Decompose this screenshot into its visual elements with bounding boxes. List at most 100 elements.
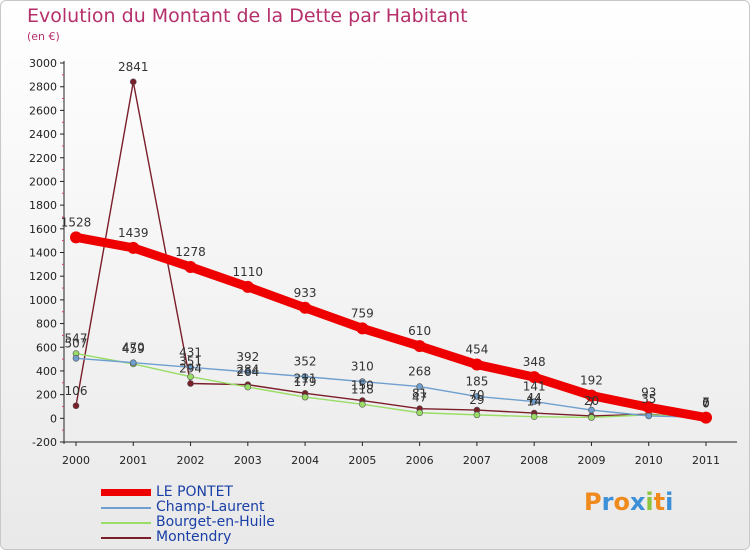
data-label: 7 [702, 395, 710, 409]
data-label: 93 [641, 385, 656, 399]
data-point [184, 260, 197, 273]
y-tick-label: 1600 [29, 223, 57, 236]
chart-title: Evolution du Montant de la Dette par Hab… [27, 5, 468, 27]
x-tick-label: 2008 [520, 454, 548, 467]
data-label: 14 [527, 395, 542, 409]
y-tick-label: 2200 [29, 152, 57, 165]
data-point [470, 358, 483, 371]
data-label: 211 [294, 371, 317, 385]
data-label: 20 [584, 394, 599, 408]
data-label: 6 [702, 396, 710, 410]
data-label: 547 [65, 332, 88, 346]
data-point [187, 363, 194, 371]
data-label: 1528 [61, 215, 92, 229]
data-label: 29 [469, 393, 484, 407]
y-tick-label: 1800 [29, 199, 57, 212]
data-label: 284 [236, 363, 259, 377]
y-tick-label: 1000 [29, 294, 57, 307]
data-label: 7 [588, 395, 596, 409]
y-tick-label: 800 [36, 318, 57, 331]
data-label: 1439 [118, 226, 149, 240]
series-line-2 [75, 352, 707, 419]
y-tick-label: 2600 [29, 104, 57, 117]
legend-swatch [101, 507, 151, 509]
chart-unit: (en €) [27, 30, 60, 43]
data-point [187, 380, 194, 387]
data-point [127, 241, 140, 254]
data-label: 118 [351, 382, 374, 396]
data-point [588, 414, 595, 421]
data-point [70, 231, 82, 244]
y-tick-label: 3000 [29, 57, 57, 70]
data-label: 150 [351, 379, 374, 393]
data-point [528, 371, 541, 384]
data-point [244, 368, 252, 376]
legend-item: Champ-Laurent [101, 499, 341, 515]
chart-legend: LE PONTET Champ-Laurent Bourget-en-Huile Mo… [101, 484, 341, 545]
x-tick-label: 2011 [692, 454, 720, 467]
data-point [585, 389, 598, 402]
data-label: 106 [65, 384, 88, 398]
legend-label: Bourget-en-Huile [156, 514, 275, 530]
data-label: 454 [465, 343, 488, 357]
x-tick-label: 2009 [577, 454, 605, 467]
data-point [413, 340, 426, 353]
legend-swatch [101, 537, 151, 539]
x-tick-label: 2004 [291, 454, 319, 467]
data-label: 310 [351, 360, 374, 374]
proxiti-logo: Proxiti [584, 488, 674, 516]
x-tick-label: 2002 [177, 454, 205, 467]
series-line-1 [75, 357, 707, 419]
data-point [588, 406, 595, 414]
y-tick-label: 1200 [29, 270, 57, 283]
data-point [187, 373, 194, 381]
data-point [299, 301, 312, 314]
data-point [530, 413, 538, 420]
data-label: 0 [702, 396, 710, 410]
data-label: 933 [294, 286, 317, 300]
data-point [301, 393, 309, 401]
y-tick-label: -200 [32, 436, 57, 449]
x-tick-label: 2000 [62, 454, 90, 467]
data-point [356, 322, 369, 335]
data-label: 2841 [118, 60, 149, 74]
data-point [241, 280, 254, 293]
y-tick-label: 2800 [29, 81, 57, 94]
legend-label: LE PONTET [156, 484, 233, 500]
data-label: 179 [294, 375, 317, 389]
data-label: 1278 [175, 245, 206, 259]
y-tick-label: 400 [36, 365, 57, 378]
series-line-0 [71, 232, 711, 423]
data-label: 70 [469, 388, 484, 402]
data-label: 1110 [233, 265, 264, 279]
data-label: 507 [65, 336, 88, 350]
data-label: 431 [179, 345, 202, 359]
y-tick-label: 2000 [29, 175, 57, 188]
data-label: 352 [294, 355, 317, 369]
x-tick-label: 2005 [348, 454, 376, 467]
data-point [530, 398, 538, 405]
data-label: 351 [179, 355, 202, 369]
data-point [72, 354, 80, 362]
data-label: 44 [527, 391, 542, 405]
data-label: 268 [408, 365, 431, 379]
legend-item: LE PONTET [101, 484, 341, 500]
data-label: 141 [523, 380, 546, 394]
data-label: 470 [122, 341, 145, 355]
data-point [416, 409, 423, 417]
data-point [473, 393, 481, 400]
data-point [301, 373, 309, 380]
data-label: 264 [236, 365, 259, 379]
data-label: 610 [408, 324, 431, 338]
data-label: 47 [412, 391, 427, 405]
data-label: 294 [179, 361, 202, 375]
y-tick-label: 200 [36, 389, 57, 402]
data-point [129, 78, 137, 86]
y-tick-label: 1400 [29, 247, 57, 260]
data-point [473, 411, 481, 419]
data-point [129, 359, 137, 366]
y-tick-label: 600 [36, 341, 57, 354]
legend-item: Bourget-en-Huile [101, 514, 341, 530]
